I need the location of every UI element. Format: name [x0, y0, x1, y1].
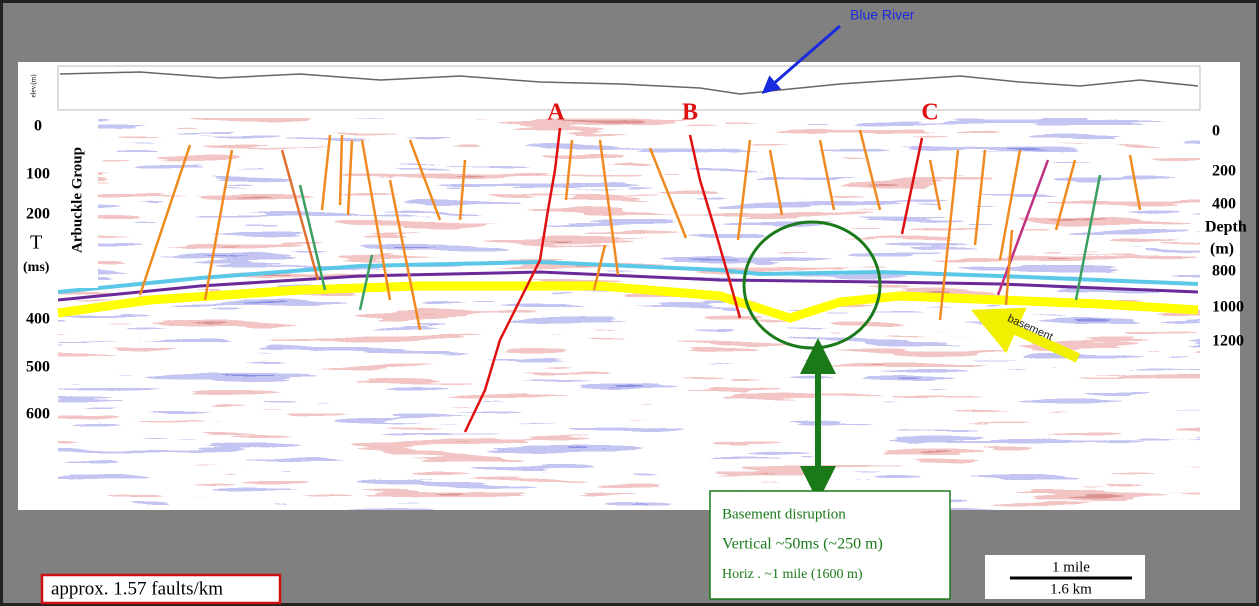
fault-lines: [138, 129, 1142, 331]
fault-b: [688, 134, 742, 319]
fault-line: [598, 139, 620, 276]
fault-line: [298, 184, 327, 291]
callout-horizontal: Horiz . ~1 mile (1600 m): [722, 567, 863, 582]
callout-title: Basement disruption: [722, 506, 846, 522]
label-box: [58, 112, 98, 288]
fault-line: [360, 139, 392, 301]
fault-line: [564, 139, 574, 201]
fault-line: [858, 129, 882, 211]
time-tick-label: 500: [26, 359, 50, 376]
callout-box: [709, 490, 951, 600]
time-tick-label: 600: [26, 406, 50, 423]
fault-line: [408, 139, 442, 221]
callout-vertical: Vertical ~50ms (~250 m): [722, 536, 883, 553]
density-label: approx. 1.57 faults/km: [51, 578, 223, 599]
time-tick-label: 0: [34, 118, 42, 135]
fault-line: [592, 244, 607, 291]
fault-a: [463, 127, 562, 433]
fault-line: [818, 139, 836, 211]
fault-line: [346, 139, 354, 216]
fault-line: [280, 149, 320, 281]
fault-line: [388, 179, 422, 331]
fault-line: [1074, 174, 1102, 301]
fault-line: [998, 149, 1022, 261]
elevation-strip: [57, 65, 1201, 111]
fault-label: A: [547, 100, 565, 126]
fault-line: [138, 144, 192, 296]
basement-arrow: [970, 307, 1081, 363]
fault-line: [768, 149, 784, 216]
horizon-purple: [57, 270, 1199, 302]
blue-river-arrow: [761, 24, 841, 94]
fault-line: [458, 159, 467, 221]
fault-line: [203, 149, 234, 301]
time-tick-label: 100: [26, 166, 50, 183]
fault-c: [900, 137, 924, 235]
depth-axis: Depth (m) 0 200 400 800 1000 1200: [1205, 123, 1247, 350]
fault-line: [648, 147, 688, 239]
time-tick-label: 400: [26, 311, 50, 328]
fault-line: [338, 134, 344, 206]
depth-tick-label: 400: [1212, 196, 1236, 213]
fault-line: [928, 159, 942, 211]
time-axis: T (ms) 0 100 200 400 500 600: [23, 118, 50, 423]
depth-axis-title: Depth: [1205, 219, 1247, 236]
depth-axis-unit: (m): [1210, 241, 1234, 258]
fault-line: [1128, 154, 1142, 211]
blue-river-label: Blue River: [850, 7, 915, 23]
scale-top: 1 mile: [1052, 559, 1090, 575]
fault-label: C: [921, 100, 938, 126]
depth-tick-label: 1200: [1212, 333, 1244, 350]
seismic-section: [58, 118, 1200, 510]
depth-tick-label: 200: [1212, 163, 1236, 180]
fault-line: [973, 149, 987, 246]
fault-line: [996, 159, 1050, 296]
elevation-profile: [59, 71, 1199, 95]
fault-line: [1054, 159, 1077, 231]
depth-tick-label: 800: [1212, 263, 1236, 280]
fault-line: [320, 134, 332, 211]
basement-horizon: [57, 281, 1199, 323]
horizon-cyan: [57, 259, 1199, 294]
time-axis-title: T: [30, 232, 42, 254]
depth-tick-label: 1000: [1212, 299, 1244, 316]
fault-line: [736, 139, 752, 241]
time-tick-label: 200: [26, 206, 50, 223]
depth-tick-label: 0: [1212, 123, 1220, 140]
elev-label: elev.(m): [30, 74, 38, 98]
time-axis-unit: (ms): [23, 260, 50, 275]
fault-line: [1004, 229, 1014, 306]
density-box: [40, 573, 282, 605]
fault-line: [938, 149, 960, 321]
arbuckle-label: Arbuckle Group: [69, 147, 85, 253]
fault-label: B: [682, 100, 698, 126]
scale-bottom: 1.6 km: [1050, 581, 1092, 597]
fault-line: [358, 254, 374, 311]
